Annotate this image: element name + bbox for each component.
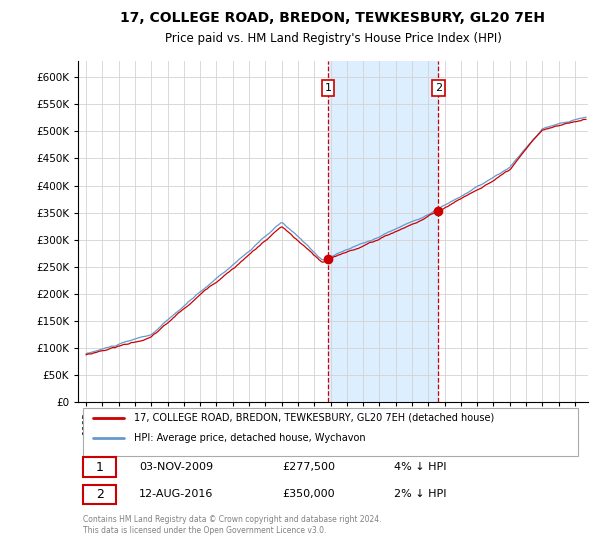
Text: 2% ↓ HPI: 2% ↓ HPI [394, 489, 446, 500]
Text: Price paid vs. HM Land Registry's House Price Index (HPI): Price paid vs. HM Land Registry's House … [164, 32, 502, 45]
Text: 2: 2 [434, 83, 442, 93]
Text: 17, COLLEGE ROAD, BREDON, TEWKESBURY, GL20 7EH: 17, COLLEGE ROAD, BREDON, TEWKESBURY, GL… [121, 11, 545, 25]
Text: HPI: Average price, detached house, Wychavon: HPI: Average price, detached house, Wych… [134, 433, 366, 443]
Text: 1: 1 [325, 83, 331, 93]
Text: £277,500: £277,500 [282, 462, 335, 472]
Text: Contains HM Land Registry data © Crown copyright and database right 2024.
This d: Contains HM Land Registry data © Crown c… [83, 515, 382, 535]
Text: 4% ↓ HPI: 4% ↓ HPI [394, 462, 446, 472]
FancyBboxPatch shape [83, 484, 116, 504]
Bar [328, 61, 438, 402]
FancyBboxPatch shape [83, 458, 116, 477]
Text: 12-AUG-2016: 12-AUG-2016 [139, 489, 214, 500]
Text: 2: 2 [96, 488, 104, 501]
FancyBboxPatch shape [83, 408, 578, 456]
Text: 03-NOV-2009: 03-NOV-2009 [139, 462, 214, 472]
Text: £350,000: £350,000 [282, 489, 335, 500]
Text: 1: 1 [96, 460, 104, 474]
Text: 17, COLLEGE ROAD, BREDON, TEWKESBURY, GL20 7EH (detached house): 17, COLLEGE ROAD, BREDON, TEWKESBURY, GL… [134, 413, 494, 423]
